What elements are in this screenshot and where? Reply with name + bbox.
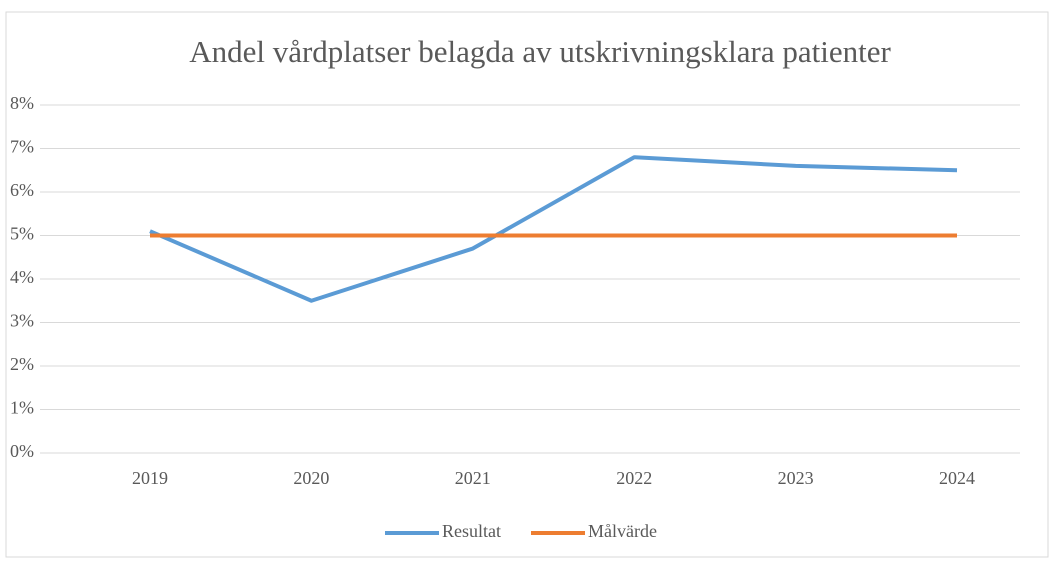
y-tick-label: 7%	[10, 137, 34, 157]
chart-border	[5, 11, 1049, 558]
y-tick-label: 0%	[10, 441, 34, 461]
x-tick-label: 2023	[778, 468, 814, 488]
x-tick-label: 2024	[939, 468, 975, 488]
y-tick-label: 6%	[10, 180, 34, 200]
series-line	[149, 155, 958, 303]
y-tick-label: 1%	[10, 398, 34, 418]
x-tick-label: 2021	[455, 468, 491, 488]
legend-label: Resultat	[442, 521, 501, 541]
y-tick-label: 3%	[10, 311, 34, 331]
x-tick-label: 2022	[616, 468, 652, 488]
x-tick-label: 2019	[132, 468, 168, 488]
chart-title: Andel vårdplatser belagda av utskrivning…	[189, 34, 891, 69]
y-tick-label: 4%	[10, 267, 34, 287]
y-tick-label: 2%	[10, 354, 34, 374]
x-tick-label: 2020	[293, 468, 329, 488]
y-tick-label: 8%	[10, 93, 34, 113]
y-tick-label: 5%	[10, 224, 34, 244]
legend-label: Målvärde	[588, 521, 657, 541]
